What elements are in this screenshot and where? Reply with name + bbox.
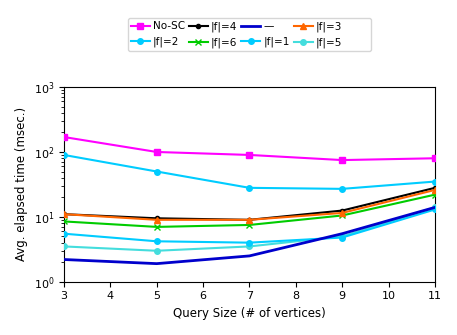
Y-axis label: Avg. elapsed time (msec.): Avg. elapsed time (msec.) (15, 107, 28, 262)
X-axis label: Query Size (# of vertices): Query Size (# of vertices) (173, 307, 326, 320)
Legend: No-SC, |f|=2, |f|=4, |f|=6, —, |f|=1, |f|=3, |f|=5, , : No-SC, |f|=2, |f|=4, |f|=6, —, |f|=1, |f… (128, 18, 371, 51)
